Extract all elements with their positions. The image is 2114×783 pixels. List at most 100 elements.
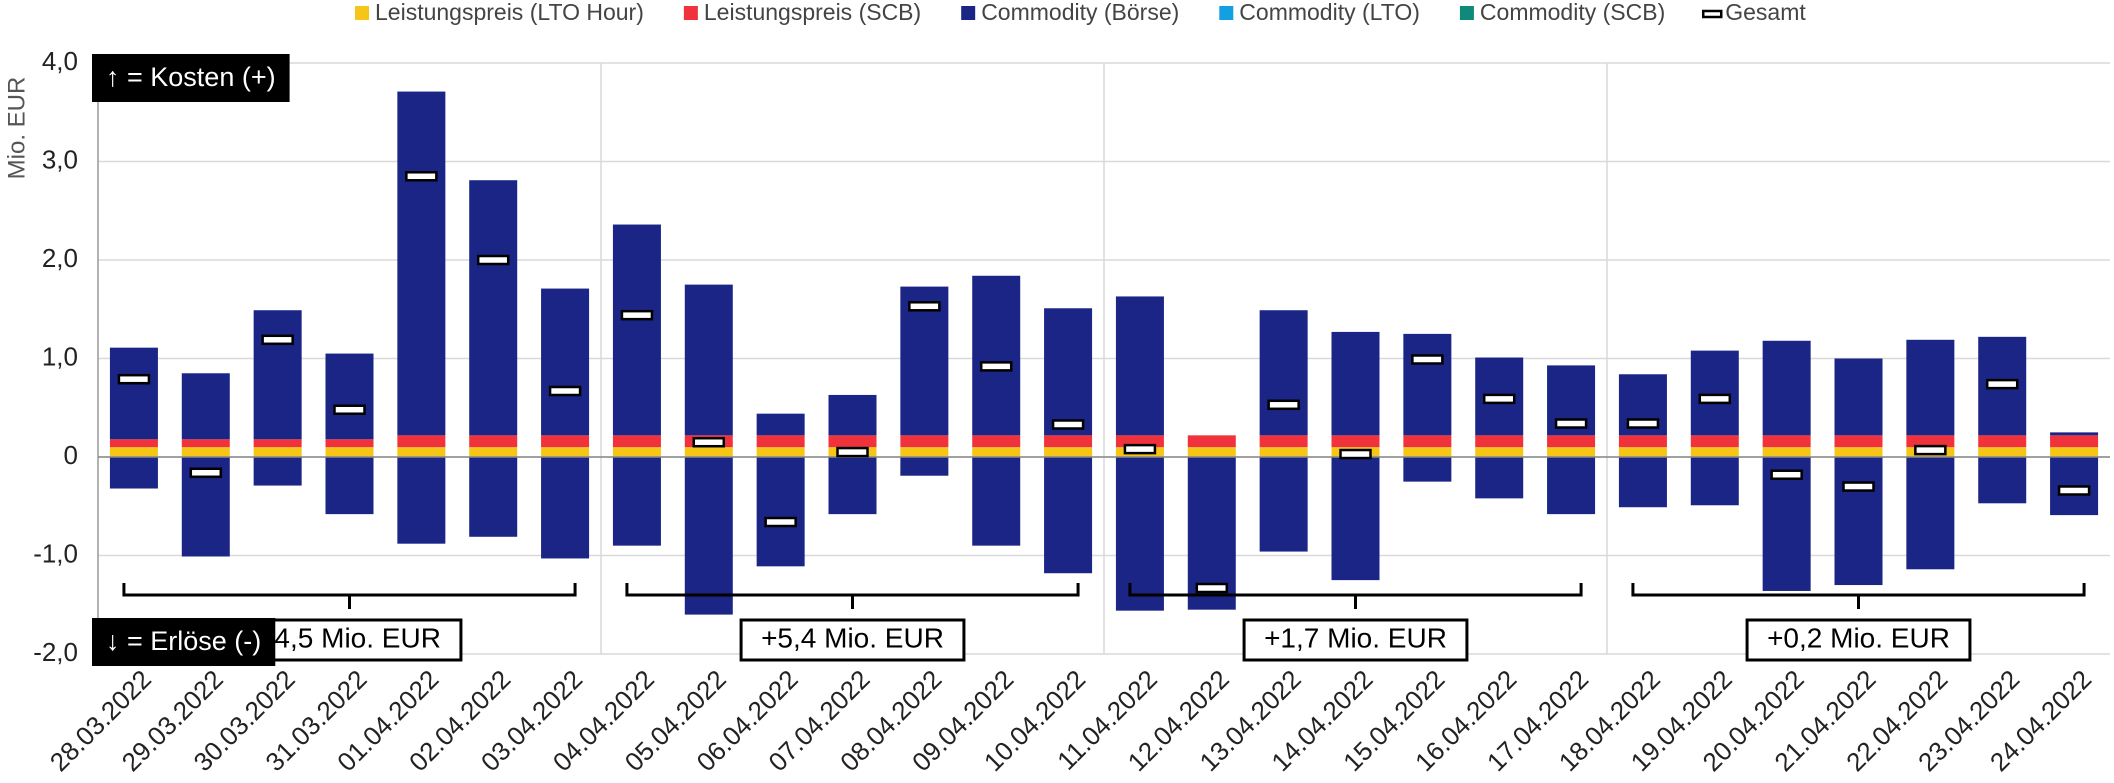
bar-segment [1906, 435, 1955, 448]
bar-segment [469, 180, 518, 436]
bar-segment [1044, 435, 1093, 448]
bar-segment [972, 275, 1021, 436]
bar-segment [181, 439, 230, 448]
legend-label: Leistungspreis (LTO Hour) [375, 0, 644, 25]
total-marker [1411, 354, 1444, 365]
bar-segment [469, 447, 518, 457]
legend-swatch [1459, 6, 1474, 20]
total-marker [908, 301, 941, 312]
bar-segment [469, 457, 518, 537]
total-marker [1842, 481, 1875, 492]
bar-segment [1690, 447, 1739, 457]
bar-segment [1259, 447, 1308, 457]
bar-segment [325, 439, 374, 448]
bar-segment [1403, 333, 1452, 436]
bar-segment [253, 310, 302, 440]
bar-segment [397, 435, 446, 448]
bar-segment [2050, 432, 2099, 436]
bar-segment [1906, 457, 1955, 570]
bar-segment [253, 447, 302, 457]
bar-segment [109, 457, 158, 489]
bar-segment [1187, 435, 1236, 448]
bracket-annotation: +5,4 Mio. EUR [739, 618, 966, 662]
bar-segment [1618, 457, 1667, 508]
bar-segment [756, 435, 805, 448]
annotation-box [739, 618, 966, 662]
bar-segment [541, 447, 590, 457]
bar-segment [109, 447, 158, 457]
bar-segment [684, 457, 733, 615]
bracket-annotation: +1,7 Mio. EUR [1242, 618, 1469, 662]
total-marker [189, 467, 223, 479]
bar-segment [1259, 310, 1308, 436]
legend-label: Commodity (Börse) [981, 0, 1179, 25]
bar-segment [469, 435, 518, 448]
bracket [1631, 583, 2086, 609]
bar-segment [1978, 447, 2027, 457]
total-marker [1339, 448, 1372, 460]
total-marker [1051, 419, 1085, 430]
legend-label: Commodity (SCB) [1480, 0, 1665, 25]
bar-segment [612, 447, 661, 457]
bar-segment [1044, 447, 1093, 457]
bar-segment [109, 347, 158, 440]
bar-segment [1690, 435, 1739, 448]
legend-swatch [961, 6, 976, 20]
label-text: ↓ = Erlöse (-) [106, 626, 261, 656]
bar-segment [1690, 457, 1739, 506]
bar-segment [325, 457, 374, 515]
annotation-box [1745, 618, 1972, 662]
bar-segment [1044, 457, 1093, 574]
bar-segment [1475, 447, 1524, 457]
bar-segment [2050, 435, 2099, 448]
bar-segment [1331, 457, 1380, 581]
bar-segment [325, 447, 374, 457]
bar-segment [1834, 447, 1883, 457]
bar-segment [1906, 339, 1955, 436]
bar-segment [397, 91, 446, 436]
bar-segment [1403, 435, 1452, 448]
bar-segment [325, 353, 374, 440]
annotation-text: +1,7 Mio. EUR [1264, 622, 1447, 653]
bar-segment [1259, 457, 1308, 552]
total-marker [1123, 443, 1157, 455]
bar-segment [1259, 435, 1308, 448]
bracket [122, 583, 577, 609]
bar-segment [541, 457, 590, 559]
bar-segment [1187, 447, 1236, 457]
legend-swatch [683, 6, 698, 20]
bar-segment [972, 457, 1021, 546]
bar-segment [1331, 435, 1380, 448]
bar-segment [1547, 457, 1596, 515]
y-tick-label: -2,0 [33, 637, 78, 667]
bar-segment [541, 435, 590, 448]
total-marker [1985, 378, 2019, 390]
total-marker [979, 361, 1013, 372]
bar-segment [1762, 447, 1811, 457]
bar-segment [828, 435, 877, 448]
bar-segment [253, 457, 302, 486]
legend-swatch [1219, 6, 1234, 20]
total-marker [692, 436, 726, 448]
total-marker [1267, 399, 1300, 411]
legend-swatch [355, 6, 369, 20]
total-marker [620, 309, 654, 321]
bar-segment [1044, 308, 1093, 436]
bar-segment [1690, 350, 1739, 436]
bar-segment [756, 447, 805, 457]
annotation-text: +0,2 Mio. EUR [1767, 622, 1950, 653]
total-marker [764, 516, 797, 528]
bar-segment [1834, 435, 1883, 448]
y-tick-label: 0 [64, 440, 78, 470]
total-marker [1698, 393, 1732, 405]
y-tick-label: 3,0 [42, 144, 78, 174]
annotation-text: +5,4 Mio. EUR [761, 622, 944, 653]
total-marker [476, 254, 510, 266]
bar-segment [1403, 447, 1452, 457]
label-box [92, 618, 276, 666]
bracket-annotation: +0,2 Mio. EUR [1745, 618, 1972, 662]
y-tick-label: -1,0 [33, 538, 78, 568]
bar-segment [181, 373, 230, 440]
bar-segment [684, 284, 733, 436]
